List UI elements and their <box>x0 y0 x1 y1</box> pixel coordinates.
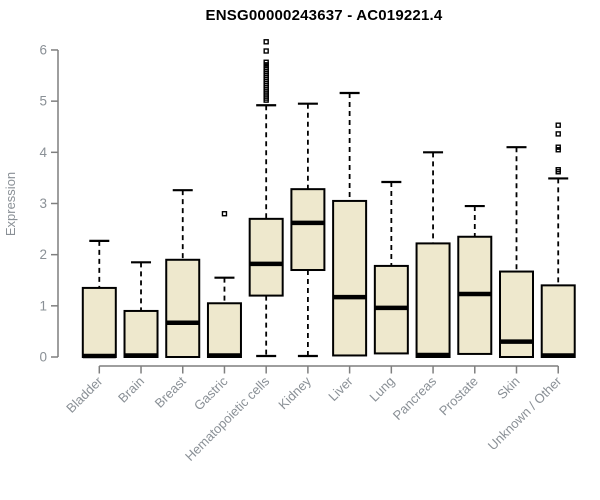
outlier-point <box>555 144 561 150</box>
outlier-point <box>263 48 269 54</box>
box-bladder <box>81 239 117 359</box>
x-tick-label: Pancreas <box>390 373 440 423</box>
x-tick-label: Prostate <box>436 374 481 419</box>
x-tick-label: Gastric <box>191 373 231 413</box>
x-tick-label: Unknown / Other <box>485 373 565 453</box>
box-skin <box>499 146 534 359</box>
iqr-box <box>206 302 242 359</box>
x-tick-label: Liver <box>325 373 356 404</box>
x-tick-label: Breast <box>152 373 189 410</box>
x-tick-label-group: Breast <box>152 373 189 410</box>
iqr-box <box>165 258 201 359</box>
iqr-box <box>332 199 368 357</box>
y-tick-label: 6 <box>39 42 47 57</box>
outlier-point <box>555 131 561 137</box>
x-tick-label-group: Gastric <box>191 373 231 413</box>
outlier-point <box>555 167 561 173</box>
box-pancreas <box>415 151 451 358</box>
box-hematopoietic-cells <box>248 39 284 358</box>
y-tick-label: 5 <box>39 94 47 109</box>
x-tick-label-group: Kidney <box>275 373 314 412</box>
x-tick-label-group: Brain <box>115 374 147 406</box>
x-tick-label-group: Prostate <box>436 374 481 419</box>
iqr-box <box>290 188 326 272</box>
x-tick-label-group: Liver <box>325 373 356 404</box>
chart-title: ENSG00000243637 - AC019221.4 <box>205 7 443 24</box>
y-tick-label: 1 <box>39 298 47 313</box>
x-tick-label: Brain <box>115 374 147 406</box>
iqr-box <box>123 309 159 358</box>
box-prostate <box>457 204 493 355</box>
box-liver <box>332 91 368 357</box>
x-tick-label-group: Lung <box>366 374 397 405</box>
iqr-box <box>415 242 451 358</box>
x-tick-label: Bladder <box>63 373 106 416</box>
box-kidney <box>290 102 326 358</box>
y-tick-label: 4 <box>39 145 47 160</box>
outlier-point <box>221 211 228 217</box>
box-unknown-other <box>540 122 576 358</box>
y-tick-label: 0 <box>39 350 47 365</box>
box-lung <box>373 180 409 355</box>
x-tick-label: Lung <box>366 374 397 405</box>
y-tick-label: 3 <box>39 196 47 211</box>
x-tick-label-group: Skin <box>494 374 522 402</box>
x-tick-label: Kidney <box>275 373 314 412</box>
x-tick-label-group: Unknown / Other <box>485 373 565 453</box>
box-breast <box>165 189 201 359</box>
x-tick-label-group: Bladder <box>63 373 106 416</box>
iqr-box <box>540 284 576 358</box>
x-tick-label: Skin <box>494 374 522 402</box>
y-tick-label: 2 <box>39 247 47 262</box>
y-axis-title: Expression <box>3 172 18 236</box>
iqr-box <box>81 286 117 358</box>
outlier-point <box>263 39 269 45</box>
iqr-box <box>248 217 284 297</box>
box-brain <box>123 261 159 358</box>
box-gastric <box>206 211 242 359</box>
outlier-point <box>263 59 269 65</box>
outlier-point <box>555 122 561 128</box>
x-tick-label-group: Pancreas <box>390 373 440 423</box>
iqr-box <box>499 270 534 359</box>
y-axis: 0 1 2 3 4 5 6 Expression <box>3 42 59 365</box>
